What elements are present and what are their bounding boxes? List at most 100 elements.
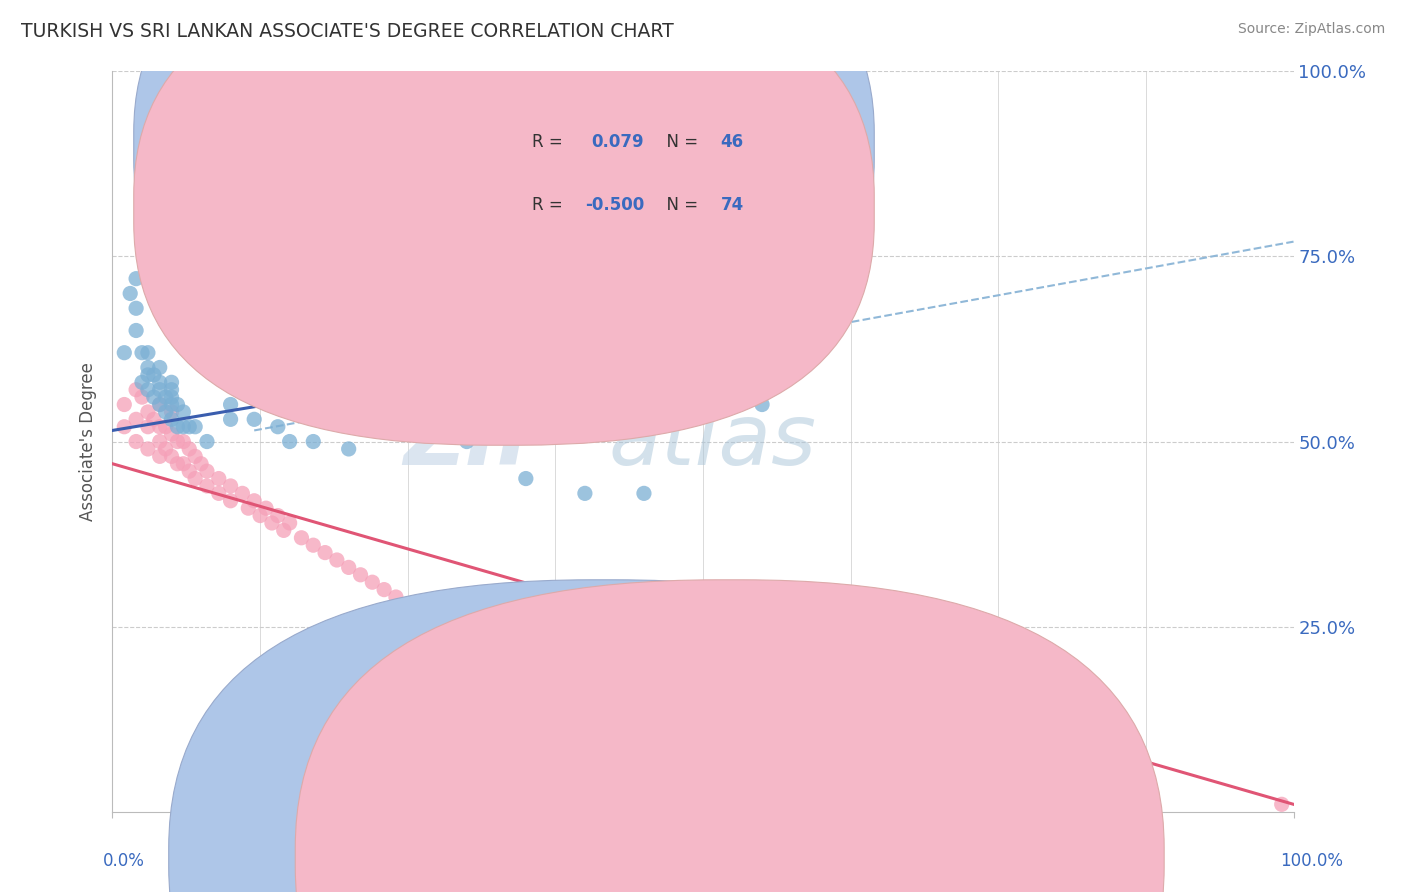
Point — [155, 419, 177, 434]
Point — [149, 360, 172, 375]
Point — [290, 531, 312, 545]
Point — [125, 412, 148, 426]
Point — [149, 398, 172, 412]
Text: N =: N = — [655, 195, 703, 213]
Point — [131, 390, 153, 404]
Y-axis label: Associate's Degree: Associate's Degree — [79, 362, 97, 521]
Point — [727, 738, 749, 752]
Point — [190, 457, 212, 471]
Point — [166, 398, 188, 412]
Text: R =: R = — [531, 195, 568, 213]
Point — [142, 412, 165, 426]
Point — [142, 368, 165, 382]
Point — [273, 524, 295, 538]
Point — [633, 701, 655, 715]
Point — [337, 560, 360, 574]
Point — [184, 471, 207, 485]
Point — [149, 450, 172, 464]
Point — [456, 634, 478, 648]
Point — [172, 434, 194, 449]
Text: Sri Lankans: Sri Lankans — [748, 850, 837, 864]
Point — [278, 434, 301, 449]
Point — [361, 575, 384, 590]
Point — [337, 442, 360, 456]
Point — [869, 767, 891, 781]
Point — [136, 405, 159, 419]
Text: R =: R = — [531, 133, 568, 151]
Point — [260, 516, 283, 530]
Point — [1129, 794, 1152, 808]
Point — [432, 619, 454, 633]
Point — [149, 376, 172, 390]
Point — [172, 419, 194, 434]
Point — [238, 501, 260, 516]
Point — [112, 419, 135, 434]
Point — [692, 723, 714, 738]
Point — [160, 450, 183, 464]
Point — [179, 442, 201, 456]
Point — [149, 398, 172, 412]
Point — [231, 486, 253, 500]
Point — [160, 390, 183, 404]
Point — [155, 405, 177, 419]
Point — [456, 419, 478, 434]
Point — [810, 760, 832, 774]
FancyBboxPatch shape — [134, 0, 875, 383]
Point — [136, 368, 159, 382]
Point — [1271, 797, 1294, 812]
Point — [112, 345, 135, 359]
Point — [125, 324, 148, 338]
Point — [131, 345, 153, 359]
Point — [125, 434, 148, 449]
Point — [166, 434, 188, 449]
Point — [254, 501, 277, 516]
Point — [396, 419, 419, 434]
Point — [160, 383, 183, 397]
Point — [349, 567, 371, 582]
Point — [385, 590, 408, 604]
Point — [136, 360, 159, 375]
Text: Turks: Turks — [621, 850, 661, 864]
FancyBboxPatch shape — [461, 97, 803, 249]
Point — [574, 486, 596, 500]
Text: 100.0%: 100.0% — [1279, 852, 1343, 870]
Point — [208, 471, 231, 485]
Point — [136, 383, 159, 397]
FancyBboxPatch shape — [134, 0, 875, 445]
Text: atlas: atlas — [609, 400, 817, 483]
Point — [326, 553, 349, 567]
Text: 74: 74 — [721, 195, 744, 213]
Point — [149, 383, 172, 397]
Point — [668, 715, 690, 730]
Point — [208, 486, 231, 500]
Text: Source: ZipAtlas.com: Source: ZipAtlas.com — [1237, 22, 1385, 37]
Point — [633, 486, 655, 500]
Text: 0.079: 0.079 — [591, 133, 644, 151]
Point — [278, 516, 301, 530]
Point — [195, 434, 218, 449]
Point — [302, 434, 325, 449]
Text: 46: 46 — [721, 133, 744, 151]
Point — [314, 546, 336, 560]
Point — [550, 672, 572, 686]
Point — [928, 775, 950, 789]
Text: N =: N = — [655, 133, 703, 151]
Point — [219, 412, 242, 426]
Point — [479, 641, 502, 656]
Point — [249, 508, 271, 523]
Point — [160, 427, 183, 442]
Text: -0.500: -0.500 — [585, 195, 644, 213]
Point — [125, 383, 148, 397]
Point — [172, 405, 194, 419]
Point — [219, 493, 242, 508]
Point — [456, 434, 478, 449]
Point — [179, 419, 201, 434]
Point — [609, 694, 631, 708]
Point — [574, 679, 596, 693]
Point — [219, 398, 242, 412]
Point — [692, 383, 714, 397]
Point — [195, 464, 218, 478]
Point — [120, 286, 142, 301]
Point — [267, 419, 290, 434]
Point — [160, 398, 183, 412]
